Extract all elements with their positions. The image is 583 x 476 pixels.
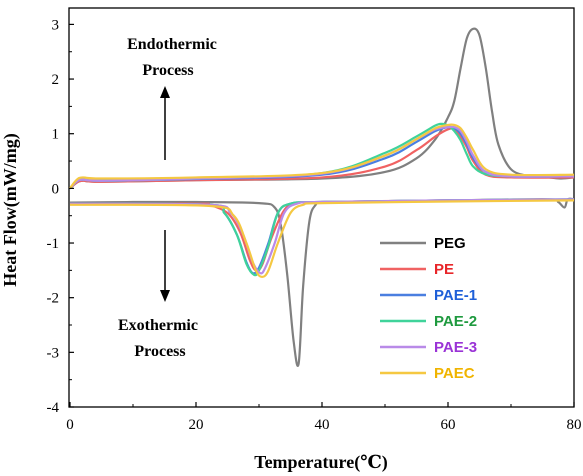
series-paec-heating-line <box>69 123 575 190</box>
up-arrow-icon <box>160 86 170 98</box>
x-tick-label: 60 <box>441 417 456 433</box>
ticks-group: 0 20 40 60 80 -4 -3 -2 -1 0 1 2 3 <box>47 17 582 433</box>
legend-label-pae-3: PAE-3 <box>434 339 477 356</box>
x-tick-label: 80 <box>567 417 582 433</box>
legend-label-pae-2: PAE-2 <box>434 313 477 330</box>
series-pae-1-cooling-line <box>69 198 575 275</box>
series-pe-cooling-line <box>69 198 575 272</box>
y-tick-label: 0 <box>52 181 60 197</box>
endothermic-label: Endothermic <box>127 36 217 53</box>
legend-label-pe: PE <box>434 261 454 278</box>
y-tick-label: 3 <box>52 17 60 33</box>
legend-label-pae-1: PAE-1 <box>434 287 477 304</box>
endothermic-process-label: Process <box>142 62 193 79</box>
y-tick-label: -4 <box>47 400 60 416</box>
series-pae-2-cooling-line <box>69 198 575 277</box>
x-tick-label: 0 <box>66 417 74 433</box>
y-tick-label: -3 <box>47 345 60 361</box>
y-tick-label: 1 <box>52 127 60 143</box>
legend: PEG PE PAE-1 PAE-2 PAE-3 PAEC <box>380 235 477 382</box>
legend-label-peg: PEG <box>434 235 466 252</box>
curves-group <box>69 27 575 367</box>
series-peg-cooling-line <box>69 197 575 367</box>
x-axis-title: Temperature(℃) <box>254 452 388 473</box>
legend-label-paec: PAEC <box>434 365 475 382</box>
y-tick-label: -2 <box>47 291 60 307</box>
series-paec-cooling-line <box>69 199 575 279</box>
x-tick-label: 40 <box>315 417 330 433</box>
exothermic-label: Exothermic <box>118 317 198 334</box>
y-tick-label: 2 <box>52 72 60 88</box>
y-tick-label: -1 <box>47 236 60 252</box>
y-axis-title: Heat Flow(mW/mg) <box>0 133 21 286</box>
x-tick-label: 20 <box>189 417 204 433</box>
exothermic-process-label: Process <box>134 343 185 360</box>
series-pae-3-cooling-line <box>69 198 575 275</box>
down-arrow-icon <box>160 290 170 302</box>
